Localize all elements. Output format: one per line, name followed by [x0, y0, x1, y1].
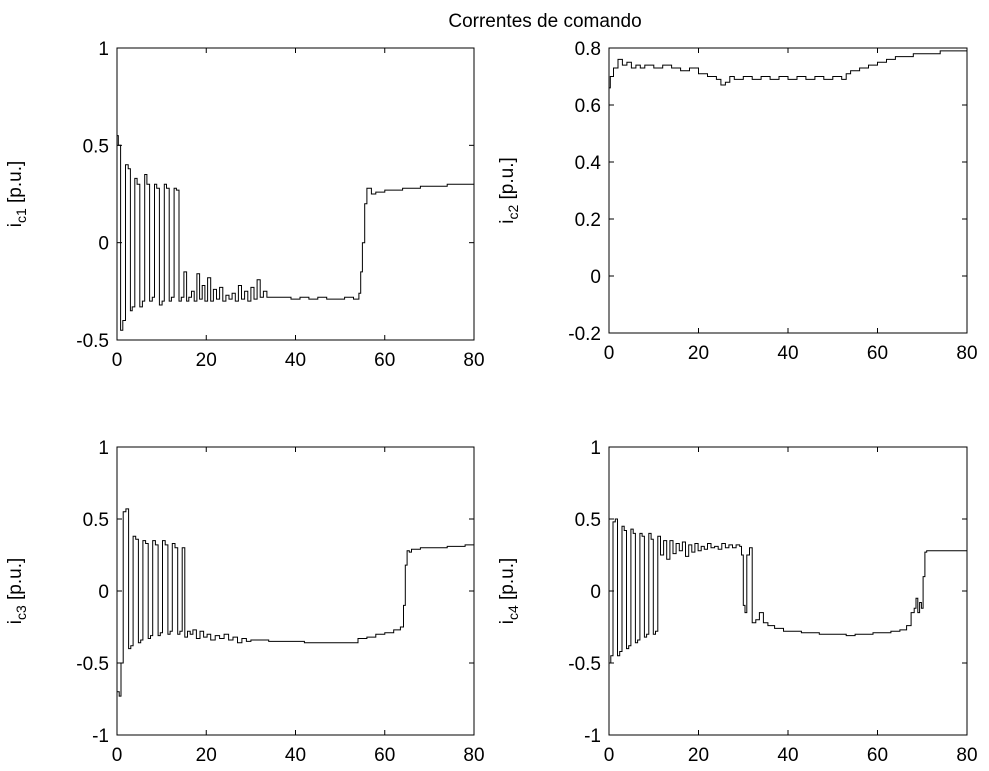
y-axis-label-base: i: [497, 620, 518, 624]
y-axis-label-ic1: ic1 [p.u.]: [5, 161, 29, 228]
y-tick-label: 0: [590, 267, 601, 288]
y-tick-label: -0.5: [568, 654, 601, 675]
y-axis-label-sub: c3: [13, 605, 29, 620]
y-tick-label: 0: [98, 234, 109, 255]
axes-box-ic1: [116, 47, 475, 341]
y-tick-label: -0.5: [76, 331, 109, 352]
series-line-ic4: [609, 518, 967, 664]
y-axis-label-ic3: ic3 [p.u.]: [5, 558, 29, 625]
y-tick-label: 0.5: [83, 510, 109, 531]
axes-box-ic4: [608, 446, 968, 736]
y-tick-label: 0.8: [575, 39, 601, 60]
x-tick-label: 40: [285, 350, 306, 371]
y-axis-label-ic2: ic2 [p.u.]: [497, 157, 521, 224]
x-tick-label: 80: [463, 350, 484, 371]
x-tick-label: 80: [463, 745, 484, 766]
y-tick-label: 0: [590, 582, 601, 603]
x-tick-label: 20: [196, 350, 217, 371]
x-tick-label: 0: [112, 350, 123, 371]
x-tick-label: 60: [867, 745, 888, 766]
y-axis-label-unit: [p.u.]: [5, 558, 26, 606]
y-tick-label: 0: [98, 582, 109, 603]
x-tick-label: 20: [688, 745, 709, 766]
y-axis-label-base: i: [5, 223, 26, 227]
x-tick-label: 20: [196, 745, 217, 766]
x-tick-label: 60: [374, 745, 395, 766]
series-line-ic2: [609, 50, 968, 89]
x-tick-label: 60: [374, 350, 395, 371]
x-tick-label: 40: [285, 745, 306, 766]
y-axis-label-sub: c4: [505, 605, 521, 620]
y-tick-label: 0.5: [575, 510, 601, 531]
y-tick-label: -1: [92, 726, 109, 747]
y-tick-label: -0.2: [568, 324, 601, 345]
x-tick-label: 0: [604, 343, 615, 364]
x-tick-label: 0: [604, 745, 615, 766]
axes-box-ic2: [608, 47, 968, 334]
y-tick-label: 0.4: [575, 153, 602, 174]
series-line-ic1: [117, 135, 475, 331]
y-axis-label-unit: [p.u.]: [5, 161, 26, 209]
y-axis-label-sub: c1: [13, 208, 29, 223]
y-tick-label: 0.6: [575, 96, 601, 117]
y-axis-label-base: i: [497, 220, 518, 224]
y-tick-label: -0.5: [76, 654, 109, 675]
y-axis-label-sub: c2: [505, 205, 521, 220]
y-tick-label: 1: [98, 438, 109, 459]
x-tick-label: 20: [688, 343, 709, 364]
y-tick-label: 1: [590, 438, 601, 459]
y-axis-label-unit: [p.u.]: [497, 558, 518, 606]
figure-title: Correntes de comando: [448, 11, 641, 32]
subplot-ic3: 0 20 40 60 80 -1 -0.5 0 0.5 1 ic3 [p.u.]: [5, 438, 485, 766]
y-axis-label-base: i: [5, 620, 26, 624]
x-tick-label: 80: [956, 745, 977, 766]
y-tick-label: 1: [98, 39, 109, 60]
y-tick-label: 0.5: [83, 136, 109, 157]
x-tick-label: 80: [956, 343, 977, 364]
y-axis-label-ic4: ic4 [p.u.]: [497, 558, 521, 625]
series-line-ic3: [117, 508, 475, 697]
y-axis-label-unit: [p.u.]: [497, 157, 518, 205]
y-tick-label: 0.2: [575, 210, 601, 231]
subplot-ic4: 0 20 40 60 80 -1 -0.5 0 0.5 1 ic4 [p.u.]: [497, 438, 978, 766]
x-tick-label: 0: [112, 745, 123, 766]
axes-box-ic3: [116, 446, 475, 736]
y-tick-label: -1: [584, 726, 601, 747]
x-tick-label: 40: [777, 343, 798, 364]
x-tick-label: 60: [867, 343, 888, 364]
x-tick-label: 40: [777, 745, 798, 766]
